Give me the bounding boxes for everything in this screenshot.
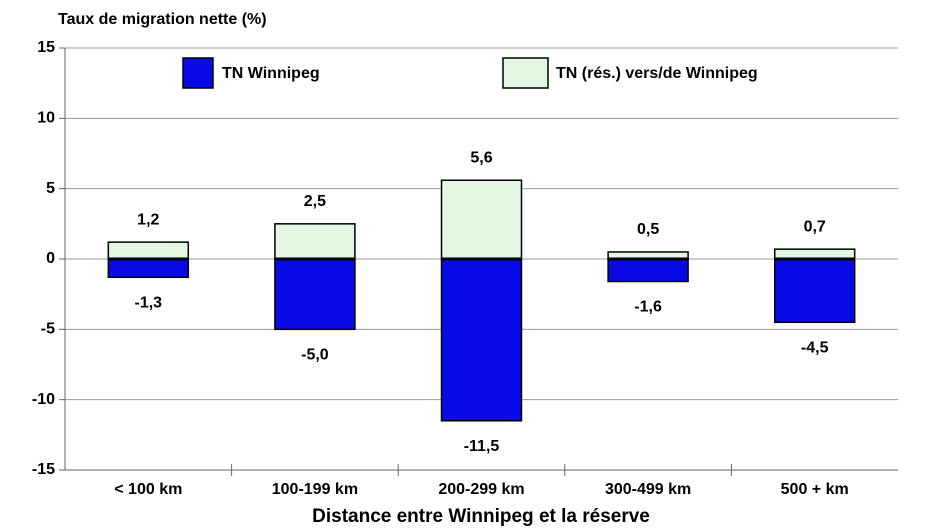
y-tick-label: 10 <box>37 110 55 127</box>
x-tick-label: < 100 km <box>114 481 182 498</box>
value-label: 0,7 <box>804 218 826 235</box>
x-tick-label: 500 + km <box>781 481 849 498</box>
y-tick-label: 5 <box>46 180 55 197</box>
bar <box>107 241 190 260</box>
bar <box>773 258 856 324</box>
value-label: 0,5 <box>637 221 659 238</box>
bar <box>440 179 523 260</box>
y-tick-label: -10 <box>32 391 55 408</box>
legend-swatch <box>182 57 214 89</box>
value-label: 2,5 <box>304 193 326 210</box>
value-label: 5,6 <box>470 149 492 166</box>
x-tick-label: 200-299 km <box>438 481 524 498</box>
bar <box>440 258 523 422</box>
legend-swatch <box>502 57 549 89</box>
value-label: -11,5 <box>464 438 500 455</box>
x-tick-label: 100-199 km <box>272 481 358 498</box>
bar <box>107 258 190 279</box>
value-label: -5,0 <box>301 347 329 364</box>
y-tick-label: -15 <box>32 461 55 478</box>
value-label: -4,5 <box>801 340 829 357</box>
y-tick-label: 0 <box>46 250 55 267</box>
x-tick-label: 300-499 km <box>605 481 691 498</box>
x-axis-title: Distance entre Winnipeg et la réserve <box>312 506 650 527</box>
value-label: -1,6 <box>634 299 662 316</box>
legend-label: TN Winnipeg <box>222 65 320 82</box>
bar <box>274 223 356 260</box>
y-tick-label: -5 <box>41 321 55 338</box>
value-label: -1,3 <box>135 295 163 312</box>
bar <box>607 258 689 283</box>
y-tick-label: 15 <box>37 39 55 56</box>
bar <box>274 258 356 331</box>
y-axis-title: Taux de migration nette (%) <box>58 11 267 28</box>
value-label: 1,2 <box>137 211 159 228</box>
legend-label: TN (rés.) vers/de Winnipeg <box>556 65 758 82</box>
